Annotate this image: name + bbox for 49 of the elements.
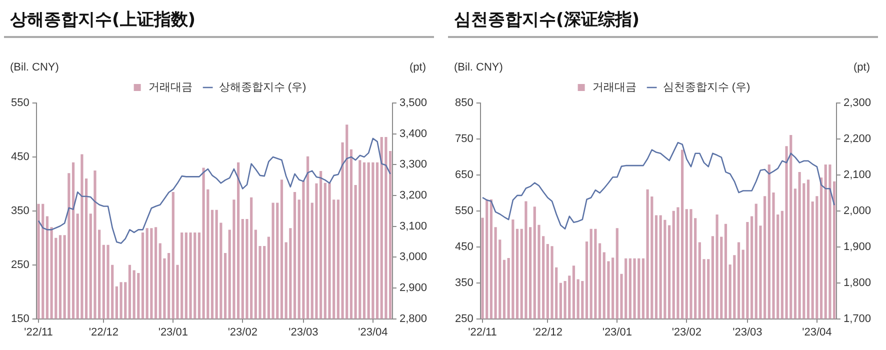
y2-tick-label: 2,300 <box>843 97 872 110</box>
y-tick-label: 450 <box>10 150 30 163</box>
y2-tick-label: 2,800 <box>399 312 428 325</box>
y-tick-label: 750 <box>454 133 474 145</box>
chart-title: 상해종합지수(上证指数) <box>4 4 434 38</box>
y2-tick-label: 3,200 <box>399 190 428 202</box>
y-tick-label: 350 <box>454 276 474 289</box>
x-tick-label: '23/01 <box>158 326 188 338</box>
x-tick-label: '23/02 <box>228 326 258 338</box>
y2-tick-label: 3,400 <box>399 128 428 140</box>
x-tick-label: '22/12 <box>88 326 118 338</box>
y-tick-label: 250 <box>454 312 474 325</box>
x-tick-label: '23/01 <box>602 326 632 338</box>
y-tick-label: 850 <box>454 97 474 110</box>
y-axis-title: (Bil. CNY) <box>10 62 59 74</box>
y2-tick-label: 2,200 <box>843 133 872 145</box>
chart-title: 심천종합지수(深证综指) <box>448 4 878 38</box>
y-axis-title: (Bil. CNY) <box>454 62 503 74</box>
y-tick-label: 550 <box>454 204 474 217</box>
legend-label: 심천종합지수 (우) <box>662 82 750 94</box>
y2-tick-label: 2,000 <box>843 204 872 217</box>
legend-label: 상해종합지수 (우) <box>218 82 306 94</box>
y2-tick-label: 2,900 <box>399 282 428 294</box>
y2-axis-title: (pt) <box>854 62 870 74</box>
y2-tick-label: 1,900 <box>843 240 872 253</box>
y2-tick-label: 1,700 <box>843 312 872 325</box>
y-tick-label: 250 <box>10 258 30 271</box>
x-tick-label: '23/02 <box>672 326 702 338</box>
x-tick-label: '23/03 <box>288 326 318 338</box>
y2-tick-label: 3,100 <box>399 220 428 232</box>
y-tick-label: 150 <box>10 312 30 325</box>
y2-tick-label: 2,100 <box>843 168 872 181</box>
x-tick-label: '23/04 <box>802 326 832 338</box>
y-tick-label: 450 <box>454 240 474 253</box>
y2-tick-label: 3,000 <box>399 251 428 264</box>
y-tick-label: 350 <box>10 204 30 217</box>
y-tick-label: 650 <box>454 168 474 181</box>
y2-axis-title: (pt) <box>410 62 426 74</box>
y2-tick-label: 3,300 <box>399 158 428 171</box>
x-tick-label: '23/04 <box>358 326 388 338</box>
y-tick-label: 550 <box>10 97 30 110</box>
y2-tick-label: 1,800 <box>843 276 872 289</box>
x-tick-label: '22/12 <box>532 326 562 338</box>
x-tick-label: '23/03 <box>732 326 762 338</box>
legend-label: 거래대금 <box>148 82 192 94</box>
x-tick-label: '22/11 <box>468 326 497 338</box>
y2-tick-label: 3,500 <box>399 97 428 110</box>
legend-label: 거래대금 <box>592 82 636 94</box>
x-tick-label: '22/11 <box>24 326 53 338</box>
